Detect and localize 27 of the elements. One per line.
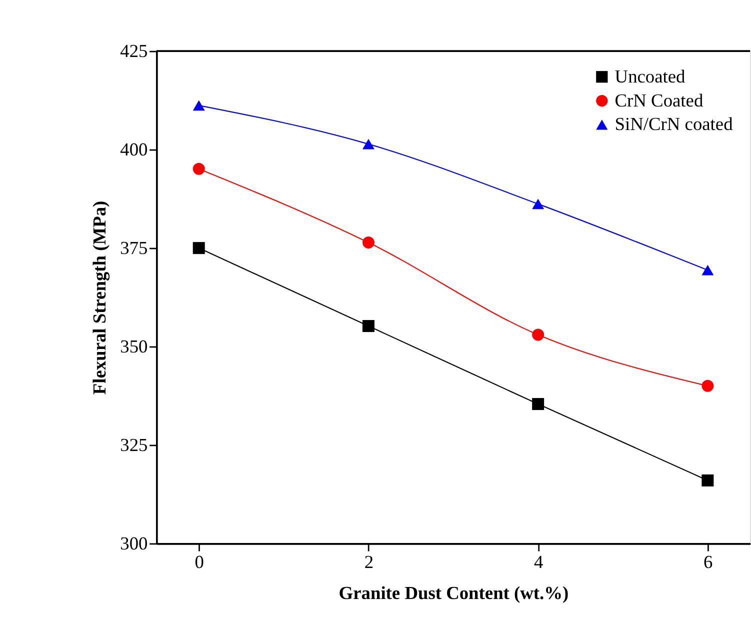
point: [532, 328, 544, 341]
x-tick-label: 0: [194, 552, 204, 572]
point: [702, 474, 714, 486]
legend-label: SiN/CrN coated: [614, 114, 733, 134]
y-tick-label: 325: [120, 434, 148, 455]
x-tick-label: 6: [704, 552, 713, 572]
x-tick-label: 2: [364, 552, 374, 572]
point: [532, 198, 544, 210]
y-tick-label: 350: [120, 336, 148, 356]
point: [702, 264, 714, 276]
x-axis-title: Granite Dust Content (wt.%): [338, 583, 569, 604]
legend-label: Uncoated: [614, 66, 686, 86]
point: [362, 320, 374, 332]
x-tick-label: 4: [534, 552, 544, 572]
y-tick-label: 375: [120, 238, 148, 258]
point: [532, 398, 544, 410]
point: [702, 380, 714, 392]
point: [192, 100, 205, 111]
point: [192, 162, 205, 175]
point: [362, 236, 374, 249]
y-axis-title: Flexural Strength (MPa): [89, 200, 110, 395]
legend-label: CrN Coated: [614, 90, 704, 110]
point: [192, 242, 205, 254]
point: [362, 138, 374, 150]
y-tick-label: 425: [120, 41, 148, 62]
y-tick-label: 300: [120, 533, 148, 554]
y-tick-label: 400: [120, 140, 148, 160]
